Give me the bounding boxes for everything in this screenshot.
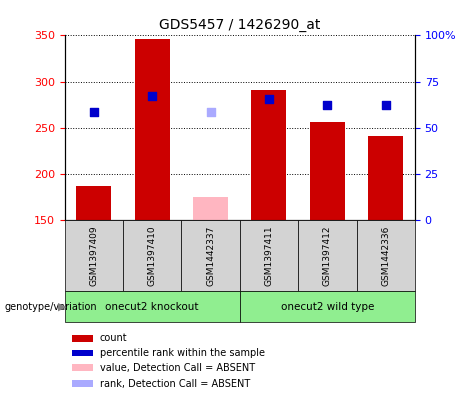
Bar (71, 364, 93, 371)
Point (382, 101, 390, 108)
Bar (193, 197, 228, 220)
Text: genotype/variation: genotype/variation (5, 301, 97, 312)
Bar (71, 335, 93, 342)
Text: GSM1442337: GSM1442337 (206, 225, 215, 286)
Text: GSM1397412: GSM1397412 (323, 225, 332, 286)
Bar (65, 220, 123, 291)
Bar (65, 291, 240, 322)
Bar (368, 136, 403, 220)
Point (207, 109, 214, 115)
Bar (135, 39, 170, 220)
Text: percentile rank within the sample: percentile rank within the sample (100, 348, 265, 358)
Text: count: count (100, 333, 127, 343)
Point (90, 109, 97, 115)
Title: GDS5457 / 1426290_at: GDS5457 / 1426290_at (159, 18, 320, 31)
Bar (181, 220, 240, 291)
Text: GSM1397409: GSM1397409 (89, 225, 98, 286)
Bar (240, 291, 415, 322)
Bar (310, 122, 345, 220)
Bar (298, 220, 356, 291)
Text: ▶: ▶ (58, 301, 66, 312)
Bar (71, 350, 93, 356)
Bar (251, 90, 286, 220)
Text: GSM1442336: GSM1442336 (381, 225, 390, 286)
Bar (240, 220, 298, 291)
Point (148, 93, 156, 99)
Bar (76, 186, 111, 220)
Text: onecut2 wild type: onecut2 wild type (281, 301, 374, 312)
Text: GSM1397411: GSM1397411 (265, 225, 273, 286)
Point (324, 101, 331, 108)
Bar (356, 220, 415, 291)
Text: rank, Detection Call = ABSENT: rank, Detection Call = ABSENT (100, 378, 250, 389)
Bar (71, 380, 93, 387)
Text: GSM1397410: GSM1397410 (148, 225, 157, 286)
Text: onecut2 knockout: onecut2 knockout (106, 301, 199, 312)
Bar (123, 220, 181, 291)
Point (265, 96, 272, 102)
Text: value, Detection Call = ABSENT: value, Detection Call = ABSENT (100, 363, 254, 373)
